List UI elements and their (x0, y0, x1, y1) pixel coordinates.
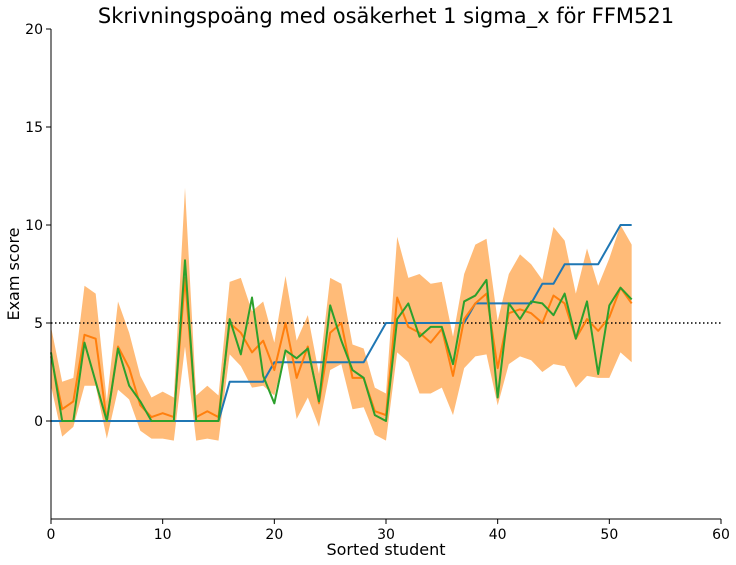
y-axis-ticks: 0 5 10 15 20 (25, 22, 51, 430)
x-axis-label: Sorted student (326, 540, 445, 559)
plot-area (50, 187, 721, 441)
x-tick-label: 50 (600, 527, 618, 543)
x-tick-label: 40 (489, 527, 507, 543)
y-tick-label: 15 (25, 120, 43, 136)
series-lines (50, 224, 633, 422)
x-axis-ticks: 0 10 20 30 40 50 60 (47, 519, 730, 543)
y-tick-label: 10 (25, 218, 43, 234)
x-tick-label: 60 (712, 527, 730, 543)
y-tick-label: 0 (34, 414, 43, 430)
chart-title: Skrivningspoäng med osäkerhet 1 sigma_x … (98, 4, 674, 29)
x-tick-label: 10 (154, 527, 172, 543)
uncertainty-band (51, 187, 632, 441)
y-tick-label: 20 (25, 22, 43, 38)
x-tick-label: 0 (47, 527, 56, 543)
x-tick-label: 30 (377, 527, 395, 543)
series-line-2 (50, 259, 633, 422)
series-line-0 (51, 224, 632, 422)
x-tick-label: 20 (265, 527, 283, 543)
y-axis-label: Exam score (4, 227, 23, 320)
y-tick-label: 5 (34, 316, 43, 332)
